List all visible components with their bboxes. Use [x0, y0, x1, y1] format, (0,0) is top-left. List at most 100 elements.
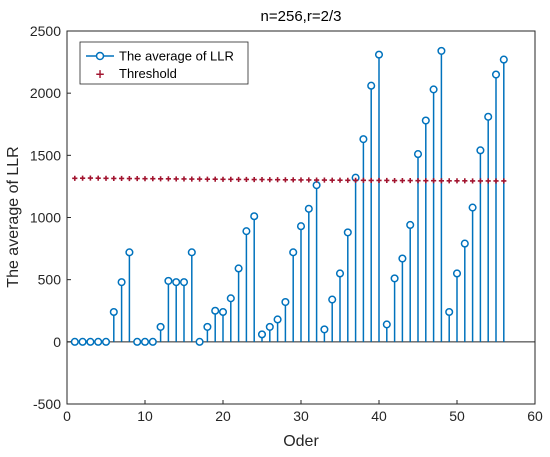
threshold-marker: [329, 177, 335, 183]
stem-mark: [367, 81, 376, 342]
stem-marker: [382, 320, 391, 329]
stem-mark: [273, 315, 282, 342]
stem-mark: [281, 297, 290, 342]
stem-marker: [133, 337, 142, 346]
stem-mark: [421, 116, 430, 342]
stem-marker: [195, 337, 204, 346]
threshold-marker: [150, 176, 156, 182]
stem-mark: [109, 307, 118, 342]
stem-mark: [187, 248, 196, 342]
x-tick-label: 40: [371, 408, 387, 424]
stem-marker: [468, 203, 477, 212]
stem-marker: [484, 112, 493, 121]
stem-marker: [273, 315, 282, 324]
threshold-marker: [446, 178, 452, 184]
y-tick-label: 500: [38, 272, 62, 288]
stem-marker: [499, 55, 508, 64]
stem-marker: [367, 81, 376, 90]
stem-marker: [312, 181, 321, 190]
y-tick-label: 1000: [30, 210, 61, 226]
stem-mark: [328, 295, 337, 342]
threshold-marker: [111, 175, 117, 182]
y-axis-label: The average of LLR: [5, 146, 22, 287]
stem-marker: [491, 70, 501, 79]
threshold-marker: [407, 177, 413, 184]
stem-mark: [70, 337, 79, 346]
threshold-marker: [337, 177, 343, 183]
stem-mark: [320, 325, 329, 342]
threshold-marker: [438, 178, 444, 184]
threshold-marker: [392, 177, 398, 184]
stem-mark: [218, 307, 228, 342]
stem-marker: [413, 150, 423, 159]
stem-mark: [250, 212, 259, 342]
stem-marker: [117, 278, 126, 287]
stem-marker: [242, 227, 251, 236]
threshold-marker: [212, 176, 218, 182]
stem-marker: [390, 274, 399, 283]
stem-marker: [78, 337, 87, 346]
threshold-marker: [345, 177, 351, 183]
threshold-marker: [376, 177, 382, 184]
threshold-marker: [267, 177, 273, 183]
stem-marker: [234, 264, 243, 273]
threshold-marker: [399, 177, 405, 184]
threshold-marker: [197, 176, 203, 182]
stem-mark: [211, 306, 220, 342]
stem-mark: [499, 55, 508, 342]
stem-mark: [195, 337, 204, 346]
stem-mark: [452, 269, 462, 342]
stem-mark: [413, 150, 423, 342]
x-tick-label: 20: [215, 408, 231, 424]
stem-mark: [398, 254, 407, 342]
threshold-marker: [142, 176, 148, 182]
stem-marker: [148, 337, 157, 346]
threshold-marker: [423, 178, 429, 184]
stem-mark: [304, 204, 313, 342]
stem-mark: [242, 227, 251, 342]
stem-marker: [437, 46, 446, 55]
x-axis-label: Oder: [283, 433, 319, 450]
stem-marker: [445, 307, 454, 317]
stem-marker: [101, 337, 111, 346]
threshold-marker: [462, 178, 468, 184]
stem-marker: [211, 306, 220, 315]
threshold-marker: [103, 175, 109, 181]
threshold-marker: [415, 178, 421, 184]
stem-mark: [296, 222, 306, 342]
stem-marker: [70, 337, 79, 346]
stem-marker: [140, 337, 150, 346]
stem-mark: [484, 112, 493, 342]
threshold-marker: [87, 175, 93, 181]
threshold-marker: [251, 176, 257, 183]
threshold-marker: [360, 177, 366, 183]
x-tick-label: 10: [137, 408, 153, 424]
threshold-marker: [368, 177, 374, 184]
stem-mark: [226, 294, 235, 342]
threshold-marker: [321, 177, 327, 183]
stem-marker: [281, 297, 290, 307]
threshold-marker: [165, 176, 171, 182]
stem-marker: [476, 146, 485, 155]
threshold-marker: [290, 177, 296, 183]
stem-marker: [156, 322, 165, 331]
stem-marker: [320, 325, 329, 334]
stem-marker: [226, 294, 235, 303]
stem-marker: [179, 278, 189, 287]
threshold-marker: [282, 177, 288, 183]
threshold-marker: [181, 176, 187, 182]
stem-mark: [437, 46, 446, 342]
stem-mark: [133, 337, 142, 346]
threshold-marker: [126, 175, 132, 182]
stem-marker: [328, 295, 337, 304]
stem-mark: [257, 330, 267, 342]
threshold-marker: [119, 175, 125, 182]
stem-mark: [289, 248, 298, 342]
legend: The average of LLR + Threshold: [79, 41, 249, 85]
threshold-marker: [228, 176, 234, 182]
stem-mark: [406, 220, 415, 342]
threshold-marker: [470, 178, 476, 184]
chart-title: n=256,r=2/3: [261, 8, 342, 25]
stem-marker: [421, 116, 430, 125]
